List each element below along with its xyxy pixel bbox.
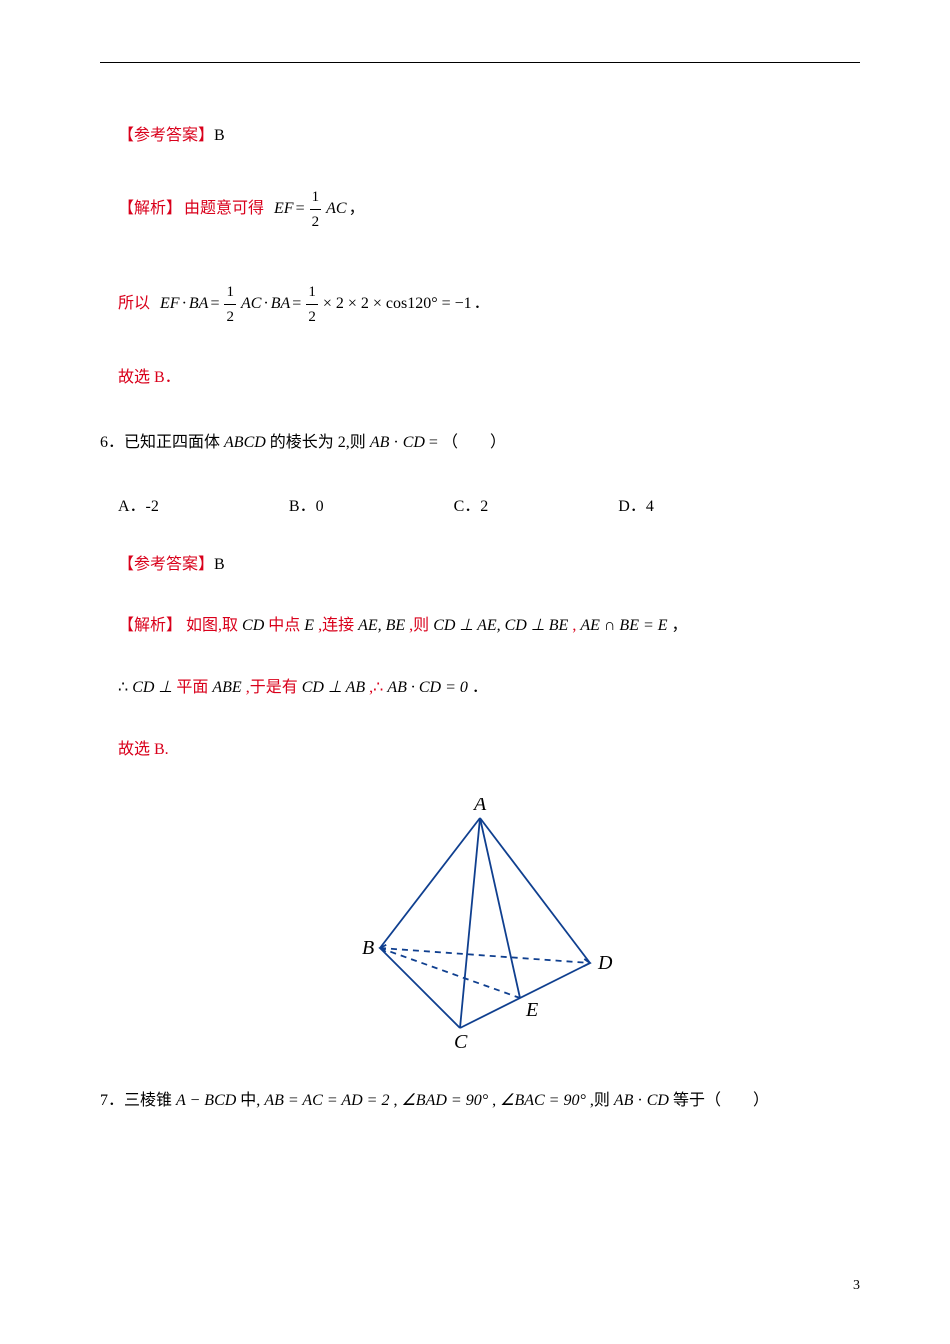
q6-vec2: CD [403, 430, 425, 456]
eq2-dot1: · [182, 291, 187, 317]
q7-eq3: ∠BAC = 90° [500, 1088, 586, 1114]
q7-vec2: CD [647, 1088, 669, 1114]
q6-dot: · [393, 430, 398, 456]
eq1-rhs: AC [326, 196, 346, 222]
q6-eq: = [429, 430, 438, 456]
q5-answer-value: B [214, 127, 225, 144]
frac-num: 1 [306, 280, 318, 304]
q6-analysis-1: 【解析】 如图,取 CD 中点 E ,连接 AE, BE ,则 CD ⊥ AE,… [100, 613, 860, 639]
eq2-p4: BA [271, 291, 291, 317]
ana-p1d: E [304, 613, 314, 639]
q6-analysis-2: ∴ CD ⊥ 平面 ABE ,于是有 CD ⊥ AB ,∴ AB · CD = … [100, 675, 860, 701]
eq2-frac2: 1 2 [306, 280, 318, 329]
eq2-p1: EF [160, 291, 180, 317]
answer-label: 【参考答案】 [118, 556, 214, 573]
ana-p1f: AE, BE [358, 613, 405, 639]
q7-mid1: 中, [240, 1088, 260, 1114]
q6-choices: A．-2 B．0 C．2 D．4 [100, 492, 860, 516]
choice-a[interactable]: A．-2 [118, 492, 159, 516]
q7-tail: 等于（ ） [673, 1088, 769, 1114]
page-number: 3 [853, 1278, 860, 1294]
ana-p1b: CD [242, 613, 264, 639]
conclude: 故选 B. [118, 741, 169, 758]
ana-p2c: 平面 [176, 675, 208, 701]
ana-p2f: CD ⊥ AB [302, 675, 365, 701]
q7-eq2: ∠BAD = 90° [401, 1088, 488, 1114]
tetrahedron-diagram: A B C D E [100, 798, 860, 1048]
so-prefix: 所以 [118, 291, 150, 317]
eq2-eq2: = [292, 291, 301, 317]
ana-p1c: 中点 [268, 613, 300, 639]
q5-analysis-line1: 【解析】 由题意可得 EF = 1 2 AC ， [100, 185, 860, 234]
eq2-dot2: · [263, 291, 268, 317]
q6-answer: 【参考答案】B [100, 552, 860, 578]
q7-stem: 7．三棱锥 A − BCD 中, AB = AC = AD = 2 , ∠BAD… [100, 1088, 860, 1114]
page: 【参考答案】B 【解析】 由题意可得 EF = 1 2 AC ， 所以 EF ·… [0, 0, 950, 1344]
q6-answer-value: B [214, 556, 225, 573]
ana-p1k: ， [672, 613, 688, 639]
q7-dot: · [637, 1088, 642, 1114]
q7-body1: A − BCD [176, 1088, 236, 1114]
eq2-p2: BA [189, 291, 209, 317]
eq1-equals: = [296, 196, 305, 222]
q6-paren: （ ） [442, 430, 506, 456]
tail-comma: ， [349, 196, 365, 222]
svg-text:E: E [525, 999, 538, 1021]
choice-c[interactable]: C．2 [454, 492, 489, 516]
svg-text:A: A [472, 798, 487, 815]
q7-c2: , [492, 1088, 496, 1114]
frac-num: 1 [224, 280, 236, 304]
q7-prefix: 7．三棱锥 [100, 1088, 172, 1114]
svg-text:B: B [362, 937, 374, 959]
ana-p2h: AB · CD = 0 [387, 675, 468, 701]
tetrahedron-svg: A B C D E [320, 798, 640, 1048]
q7-eq1: AB = AC = AD = 2 [264, 1088, 389, 1114]
frac-den: 2 [306, 304, 318, 329]
q6-prefix: 6．已知正四面体 [100, 430, 220, 456]
ana-p1i: , [572, 613, 576, 639]
frac-den: 2 [224, 304, 236, 329]
eq2-p3: AC [241, 291, 261, 317]
svg-text:C: C [454, 1031, 468, 1048]
analysis-intro: 由题意可得 [184, 196, 264, 222]
q6-mid: 的棱长为 2,则 [270, 430, 366, 456]
answer-label: 【参考答案】 [118, 127, 214, 144]
analysis-label: 【解析】 [118, 196, 182, 222]
svg-text:D: D [597, 952, 613, 974]
q5-answer-block: 【参考答案】B [100, 123, 860, 149]
q6-vec1: AB [370, 430, 390, 456]
eq1-frac: 1 2 [310, 185, 322, 234]
top-rule [100, 62, 860, 63]
ana-p1j: AE ∩ BE = E [580, 613, 667, 639]
ana-p2g: ,∴ [369, 675, 383, 701]
conclude: 故选 B． [118, 369, 181, 386]
frac-den: 2 [310, 209, 322, 234]
q6-stem: 6．已知正四面体 ABCD 的棱长为 2,则 AB · CD = （ ） [100, 430, 860, 456]
ana-p2i: ． [472, 675, 488, 701]
ana-p1a: 如图,取 [186, 613, 238, 639]
eq1-lhs: EF [274, 196, 294, 222]
period: ． [474, 291, 490, 317]
ana-p1h: CD ⊥ AE, CD ⊥ BE [433, 613, 568, 639]
q7-c3: ,则 [590, 1088, 610, 1114]
q5-analysis-line2: 所以 EF · BA = 1 2 AC · BA = 1 2 × 2 × 2 ×… [100, 280, 860, 329]
frac-num: 1 [310, 185, 322, 209]
ana-p1g: ,则 [409, 613, 429, 639]
choice-d[interactable]: D．4 [618, 492, 654, 516]
q5-conclusion: 故选 B． [100, 365, 860, 391]
q7-vec1: AB [614, 1088, 634, 1114]
ana-p1e: ,连接 [318, 613, 354, 639]
q6-body1: ABCD [224, 430, 266, 456]
ana-p2d: ABE [212, 675, 241, 701]
ana-p2b: CD ⊥ [132, 675, 172, 701]
q6-conclusion: 故选 B. [100, 737, 860, 763]
eq2-frac1: 1 2 [224, 280, 236, 329]
choice-b[interactable]: B．0 [289, 492, 324, 516]
eq2-eq1: = [210, 291, 219, 317]
ana-p2a: ∴ [118, 675, 128, 701]
eq2-tail: × 2 × 2 × cos120° = −1 [323, 291, 472, 317]
q7-c1: , [393, 1088, 397, 1114]
analysis-label: 【解析】 [118, 613, 182, 639]
ana-p2e: ,于是有 [246, 675, 298, 701]
